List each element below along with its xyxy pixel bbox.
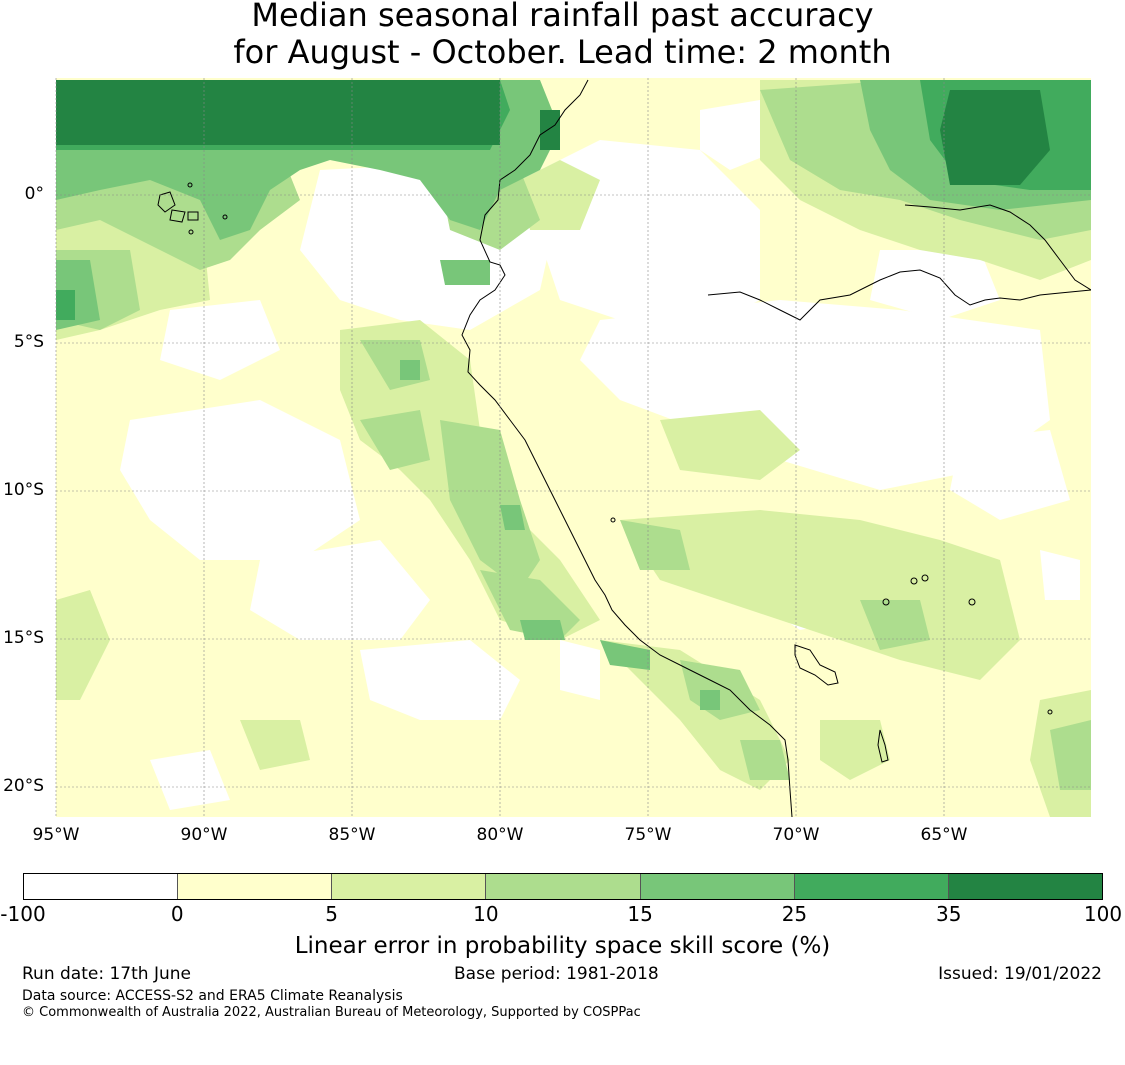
lat-label-10s: 10°S — [3, 480, 44, 500]
colorbar-tick-label: 0 — [170, 902, 184, 926]
colorbar-segment-6 — [948, 874, 1102, 899]
colorbar-segment-5 — [794, 874, 949, 899]
title-line-1: Median seasonal rainfall past accuracy — [251, 0, 874, 34]
river-line — [904, 204, 1091, 291]
small-lakes — [610, 517, 1053, 715]
issued-date: Issued: 19/01/2022 — [938, 964, 1102, 984]
lon-label-65w: 65°W — [920, 825, 968, 845]
lon-label-70w: 70°W — [772, 825, 820, 845]
graticule — [55, 78, 1091, 817]
colorbar-tick-label: 10 — [473, 902, 499, 926]
coastline — [461, 79, 793, 817]
colorbar-tick-label: 25 — [781, 902, 808, 926]
colorbar-tick-label: 100 — [1083, 902, 1123, 926]
skill-band-35-100 — [56, 80, 1050, 185]
colorbar-segment-2 — [332, 874, 487, 899]
colorbar — [23, 873, 1103, 900]
lat-label-5s: 5°S — [13, 332, 44, 352]
lon-label-85w: 85°W — [328, 825, 376, 845]
title-line-2: for August - October. Lead time: 2 month — [233, 33, 892, 71]
colorbar-label: Linear error in probability space skill … — [294, 933, 831, 959]
copyright: © Commonwealth of Australia 2022, Austra… — [22, 1005, 641, 1020]
lat-label-15s: 15°S — [3, 628, 44, 648]
run-date: Run date: 17th June — [22, 964, 191, 984]
colorbar-segment-4 — [640, 874, 795, 899]
base-period: Base period: 1981-2018 — [454, 964, 659, 984]
lake-poopo — [877, 729, 889, 763]
river-line-2 — [707, 269, 1091, 321]
lon-label-80w: 80°W — [476, 825, 524, 845]
galapagos-islands — [157, 182, 228, 235]
colorbar-segment-3 — [486, 874, 641, 899]
skill-score-map — [55, 78, 1091, 817]
colorbar-tick-label: 15 — [627, 902, 653, 926]
lon-label-95w: 95°W — [32, 825, 80, 845]
colorbar-segment-0 — [24, 874, 179, 899]
colorbar-tick-label: 5 — [325, 902, 338, 926]
colorbar-tick-label: 35 — [935, 902, 962, 926]
colorbar-tick-label: -100 — [0, 902, 46, 926]
data-source: Data source: ACCESS-S2 and ERA5 Climate … — [22, 988, 403, 1004]
lat-label-20s: 20°S — [3, 776, 44, 796]
lon-label-90w: 90°W — [180, 825, 228, 845]
lon-label-75w: 75°W — [624, 825, 672, 845]
colorbar-segment-1 — [178, 874, 333, 899]
lake-titicaca — [794, 644, 839, 686]
lat-label-0: 0° — [24, 184, 44, 204]
